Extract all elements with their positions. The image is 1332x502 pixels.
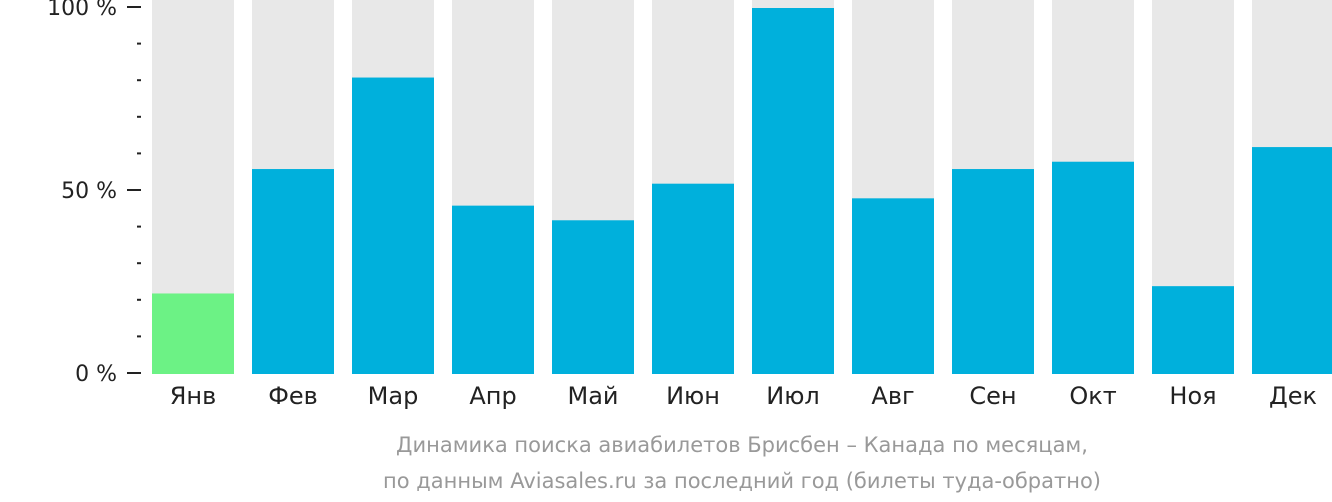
x-tick-label: Апр [469, 382, 516, 410]
bar-11[interactable] [1152, 286, 1234, 374]
caption-line-1: Динамика поиска авиабилетов Брисбен – Ка… [396, 433, 1088, 457]
bar-2[interactable] [252, 169, 334, 374]
x-tick-label: Июл [766, 382, 820, 410]
bar-1[interactable] [152, 293, 234, 374]
x-tick-label: Фев [268, 382, 318, 410]
y-tick-label: 100 % [47, 0, 117, 21]
x-tick-label: Янв [170, 382, 217, 410]
x-tick-label: Мар [368, 382, 419, 410]
x-tick-label: Авг [871, 382, 914, 410]
x-tick-label: Июн [666, 382, 720, 410]
y-axis: 0 % 50 % 100 % [47, 0, 141, 387]
x-tick-label: Май [567, 382, 618, 410]
bar-6[interactable] [652, 183, 734, 374]
bar-3[interactable] [352, 77, 434, 374]
x-tick-label: Ноя [1169, 382, 1216, 410]
chart-caption: Динамика поиска авиабилетов Брисбен – Ка… [383, 433, 1101, 493]
y-tick-label: 0 % [75, 362, 117, 387]
bars [152, 0, 1332, 374]
bar-12[interactable] [1252, 147, 1332, 374]
x-tick-label: Дек [1269, 382, 1317, 410]
x-axis-labels: Янв Фев Мар Апр Май Июн Июл Авг Сен Окт Ноя Дек [170, 382, 1317, 410]
bar-8[interactable] [852, 198, 934, 374]
x-tick-label: Окт [1069, 382, 1116, 410]
bar-4[interactable] [452, 205, 534, 374]
y-tick-label: 50 % [61, 179, 117, 204]
bar-7[interactable] [752, 8, 834, 374]
bar-9[interactable] [952, 169, 1034, 374]
bar-5[interactable] [552, 220, 634, 374]
caption-line-2: по данным Aviasales.ru за последний год … [383, 469, 1101, 493]
x-tick-label: Сен [969, 382, 1016, 410]
bar-10[interactable] [1052, 161, 1134, 374]
